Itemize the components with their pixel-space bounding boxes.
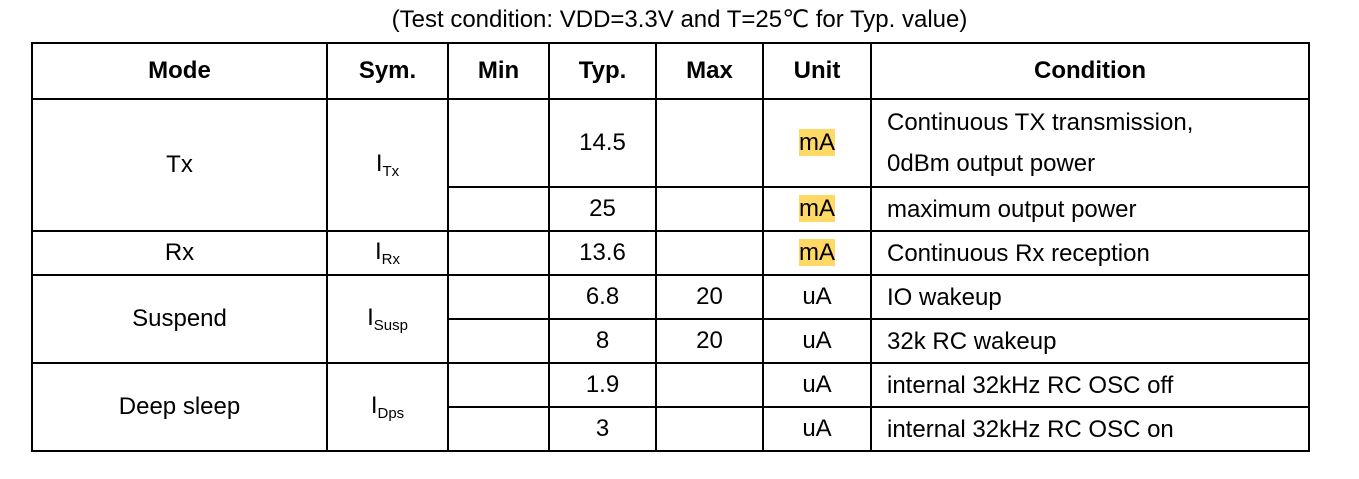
typ-cell: 13.6	[548, 230, 657, 276]
unit-cell: mA	[762, 186, 872, 232]
typ-cell: 3	[548, 406, 657, 452]
sym-cell: ITx	[326, 98, 449, 232]
sym-sub: Rx	[381, 251, 400, 268]
sym-main: I	[374, 238, 382, 265]
unit-highlighted: mA	[799, 239, 835, 266]
condition-cell: internal 32kHz RC OSC on	[870, 406, 1310, 452]
mode-cell: Deep sleep	[31, 362, 328, 452]
header-sym: Sym.	[326, 42, 449, 100]
min-cell	[447, 230, 550, 276]
min-cell	[447, 406, 550, 452]
max-cell	[655, 362, 764, 408]
max-cell: 20	[655, 318, 764, 364]
sym-main: I	[367, 304, 374, 331]
header-condition: Condition	[870, 42, 1310, 100]
header-mode: Mode	[31, 42, 328, 100]
unit-cell: mA	[762, 230, 872, 276]
sym-cell: IRx	[326, 230, 449, 276]
table-row: 25 mA maximum output power	[32, 186, 1310, 232]
table-row: Tx ITx 14.5 mA Continuous TX transmissio…	[31, 98, 1310, 232]
condition-cell: internal 32kHz RC OSC off	[870, 362, 1310, 408]
header-unit: Unit	[762, 42, 872, 100]
unit-cell: uA	[762, 406, 872, 452]
header-min: Min	[447, 42, 550, 100]
table-row: 8 20 uA 32k RC wakeup	[32, 318, 1310, 364]
typ-cell: 14.5	[548, 98, 657, 188]
current-consumption-table: Mode Sym. Min Typ. Max Unit Condition Tx…	[31, 42, 1310, 452]
sym-cell: IDps	[326, 362, 449, 452]
mode-cell: Suspend	[31, 274, 328, 364]
min-cell	[447, 362, 550, 408]
header-max: Max	[655, 42, 764, 100]
typ-cell: 1.9	[548, 362, 657, 408]
max-cell: 20	[655, 274, 764, 320]
condition-cell: Continuous TX transmission, 0dBm output p…	[870, 98, 1310, 188]
table-caption: (Test condition: VDD=3.3V and T=25℃ for …	[391, 6, 968, 33]
unit-cell: mA	[762, 98, 872, 188]
unit-cell: uA	[762, 274, 872, 320]
table-row: Rx IRx 13.6 mA Continuous Rx reception	[31, 230, 1310, 276]
unit-highlighted: mA	[799, 129, 835, 156]
table-row: Deep sleep IDps 1.9 uA internal 32kHz RC…	[31, 362, 1310, 452]
sym-main: I	[370, 392, 378, 419]
table-row: 3 uA internal 32kHz RC OSC on	[32, 406, 1310, 452]
max-cell	[655, 406, 764, 452]
condition-cell: IO wakeup	[870, 274, 1310, 320]
mode-cell: Tx	[31, 98, 328, 232]
typ-cell: 25	[548, 186, 657, 232]
condition-cell: Continuous Rx reception	[870, 230, 1310, 276]
condition-cell: maximum output power	[870, 186, 1310, 232]
sym-cell: ISusp	[326, 274, 449, 364]
min-cell	[447, 318, 550, 364]
sym-sub: Tx	[382, 163, 400, 180]
condition-cell: 32k RC wakeup	[870, 318, 1310, 364]
sym-sub: Dps	[377, 405, 405, 422]
condition-line: 0dBm output power	[887, 150, 1096, 177]
mode-cell: Rx	[31, 230, 328, 276]
unit-highlighted: mA	[799, 195, 835, 222]
typ-cell: 6.8	[548, 274, 657, 320]
min-cell	[447, 98, 550, 188]
unit-cell: uA	[762, 318, 872, 364]
max-cell	[655, 98, 764, 188]
min-cell	[447, 274, 550, 320]
max-cell	[655, 186, 764, 232]
header-typ: Typ.	[548, 42, 657, 100]
typ-cell: 8	[548, 318, 657, 364]
condition-line: Continuous TX transmission,	[887, 109, 1194, 136]
sym-main: I	[375, 150, 383, 177]
header-row: Mode Sym. Min Typ. Max Unit Condition	[31, 42, 1310, 100]
unit-cell: uA	[762, 362, 872, 408]
sym-sub: Susp	[373, 317, 408, 334]
max-cell	[655, 230, 764, 276]
min-cell	[447, 186, 550, 232]
table-row: Suspend ISusp 6.8 20 uA IO wakeup	[31, 274, 1310, 364]
